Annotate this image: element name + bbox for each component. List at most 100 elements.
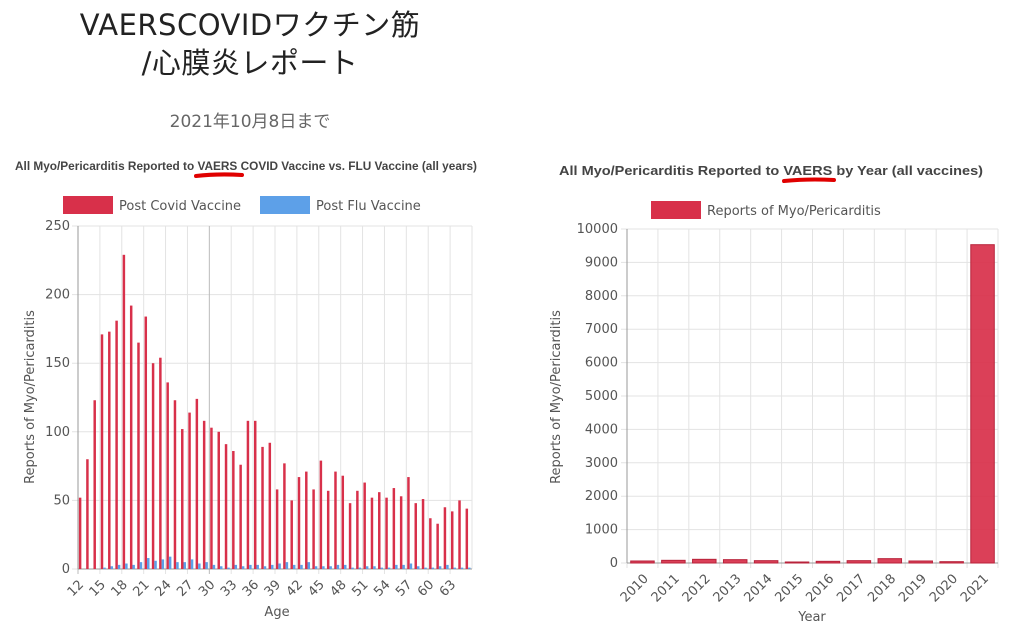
covid-bar <box>348 503 352 569</box>
flu-bar <box>409 563 413 569</box>
covid-bar <box>450 511 454 569</box>
covid-bar <box>159 357 162 569</box>
flu-bar <box>468 567 471 569</box>
chart-1-title-part-1: All Myo/Pericarditis Reported to <box>15 159 197 173</box>
chart-1-title-underline <box>194 172 244 178</box>
covid-bar <box>297 477 301 569</box>
chart-1-x-tick-label: 54 <box>371 577 393 599</box>
flu-bar <box>110 566 114 569</box>
chart-2-title-part-1: All Myo/Pericarditis Reported to <box>559 163 783 178</box>
page-title-line-1: VAERSCOVIDワクチン筋 <box>79 8 421 42</box>
age-chart: All Myo/Pericarditis Reported to VAERS C… <box>15 159 477 620</box>
covid-bar <box>151 363 155 569</box>
chart-1-legend: Post Covid Vaccine Post Flu Vaccine <box>63 196 421 214</box>
covid-bar <box>283 463 286 569</box>
chart-2-title-underline <box>782 177 836 183</box>
chart-1-x-tick-label: 45 <box>306 577 328 599</box>
covid-bar <box>232 451 235 569</box>
covid-bar <box>166 382 169 569</box>
covid-bar <box>436 523 439 569</box>
covid-bar <box>356 490 359 569</box>
flu-bar <box>424 567 427 569</box>
covid-bar <box>261 446 264 569</box>
chart-1-x-tick-label: 63 <box>437 577 459 599</box>
flu-bar <box>453 567 456 569</box>
flu-bar <box>416 566 420 569</box>
chart-2-y-label: Reports of Myo/Pericarditis <box>549 310 564 484</box>
chart-1-y-axis: 0 50 100 150 200 250 <box>45 219 70 577</box>
flu-bar <box>438 566 442 569</box>
flu-bar <box>344 564 347 569</box>
chart-1-x-tick-label: 33 <box>218 577 240 599</box>
chart-2-x-tick-label: 2012 <box>680 571 714 605</box>
chart-2-x-label: Year <box>797 610 826 625</box>
flu-bar <box>205 562 208 569</box>
chart-1-title-part-2: VAERS <box>197 159 237 173</box>
chart-2-x-tick-label: 2017 <box>834 571 868 605</box>
flu-bar <box>307 562 311 569</box>
flu-bar <box>278 563 281 569</box>
covid-bar <box>137 342 140 569</box>
covid-bar <box>181 429 184 569</box>
flu-bar <box>322 566 325 569</box>
flu-bar <box>176 562 179 569</box>
chart-2-x-axis: 2010201120122013201420152016201720182019… <box>618 571 992 605</box>
flu-bar <box>380 567 383 569</box>
covid-bar <box>217 431 220 569</box>
chart-1-x-tick-label: 39 <box>262 577 284 599</box>
covid-bar <box>319 460 323 569</box>
chart-2-title: All Myo/Pericarditis Reported to VAERS b… <box>559 163 983 178</box>
covid-bar <box>239 464 242 569</box>
covid-bar <box>392 488 396 569</box>
legend-swatch-flu <box>260 196 310 214</box>
covid-bar <box>443 507 447 569</box>
flu-bar <box>395 564 398 569</box>
flu-bar <box>256 564 259 569</box>
chart-2-y-tick-label: 5000 <box>585 389 618 404</box>
covid-bar <box>363 482 366 569</box>
flu-bar <box>139 562 143 569</box>
chart-2-bars <box>630 244 995 564</box>
flu-bar <box>351 567 354 569</box>
legend-swatch-covid <box>63 196 113 214</box>
legend-swatch-reports <box>651 201 701 219</box>
covid-bar <box>188 412 191 569</box>
flu-bar <box>190 559 194 569</box>
chart-1-x-tick-label: 12 <box>65 577 87 599</box>
flu-bar <box>336 564 340 569</box>
chart-1-y-tick-label: 50 <box>53 493 70 508</box>
legend-label-flu: Post Flu Vaccine <box>316 199 421 214</box>
chart-2-y-tick-label: 9000 <box>585 255 618 270</box>
legend-label-reports: Reports of Myo/Pericarditis <box>707 204 881 219</box>
chart-2-x-tick-label: 2018 <box>865 571 899 605</box>
flu-bar <box>365 566 369 569</box>
chart-1-x-tick-label: 36 <box>240 577 262 599</box>
flu-bar <box>154 560 157 569</box>
flu-bar <box>219 566 223 569</box>
year-bar <box>661 559 686 564</box>
chart-2-y-tick-label: 10000 <box>577 222 618 237</box>
year-bar <box>908 560 933 564</box>
chart-1-x-tick-label: 24 <box>152 577 174 599</box>
covid-bar <box>173 400 177 569</box>
chart-2-title-part-3: by Year (all vaccines) <box>832 163 983 178</box>
covid-bar <box>195 398 199 569</box>
covid-bar <box>407 477 410 569</box>
covid-bar <box>341 475 345 569</box>
chart-1-x-label: Age <box>264 605 289 620</box>
covid-bar <box>421 499 425 569</box>
flu-bar <box>446 564 449 569</box>
chart-1-x-tick-label: 21 <box>130 577 152 599</box>
chart-2-x-tick-label: 2011 <box>649 571 683 605</box>
chart-2-y-tick-label: 0 <box>610 556 618 571</box>
covid-bar <box>210 427 213 569</box>
flu-bar <box>300 564 303 569</box>
chart-2-x-tick-label: 2014 <box>742 571 776 605</box>
flu-bar <box>234 564 238 569</box>
covid-bar <box>458 500 461 569</box>
legend-label-covid: Post Covid Vaccine <box>119 199 241 214</box>
chart-1-x-tick-label: 18 <box>109 577 131 599</box>
covid-bar <box>305 471 308 569</box>
year-bar <box>815 560 841 564</box>
chart-1-x-tick-label: 60 <box>415 577 437 599</box>
